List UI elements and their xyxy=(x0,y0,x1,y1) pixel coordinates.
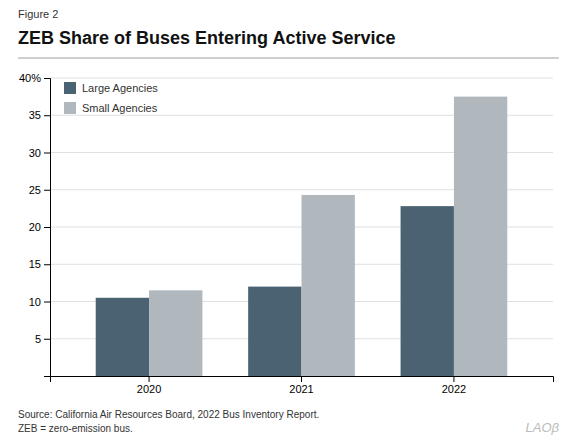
x-tick-mark xyxy=(453,376,454,382)
y-tick: 25 xyxy=(29,184,50,196)
y-tick: 15 xyxy=(29,258,50,270)
source-text: Source: California Air Resources Board, … xyxy=(18,409,319,420)
y-axis-line xyxy=(44,79,51,377)
x-axis-line xyxy=(51,377,554,383)
source-note: ZEB = zero-emission bus. xyxy=(18,423,133,434)
legend-item: Large Agencies xyxy=(64,82,158,94)
y-tick: 30 xyxy=(29,147,50,159)
bar xyxy=(302,195,355,376)
legend-label: Small Agencies xyxy=(82,102,158,114)
legend-swatch xyxy=(64,82,76,94)
grid-line xyxy=(50,78,553,79)
x-tick-label: 2022 xyxy=(442,383,466,395)
x-tick-label: 2020 xyxy=(137,383,161,395)
x-tick: 2022 xyxy=(442,376,466,395)
title: ZEB Share of Buses Entering Active Servi… xyxy=(18,28,395,48)
y-tick-mark xyxy=(44,78,50,79)
chart: Figure 2 ZEB Share of Buses Entering Acti… xyxy=(0,0,577,448)
y-tick-label: 30 xyxy=(29,147,41,159)
y-tick: 5 xyxy=(35,333,50,345)
y-tick-mark xyxy=(44,227,50,228)
y-tick-mark xyxy=(44,302,50,303)
y-tick-label: 15 xyxy=(29,258,41,270)
legend-label: Large Agencies xyxy=(82,82,158,94)
bar-series xyxy=(96,206,454,376)
y-tick: 10 xyxy=(29,296,50,308)
x-tick: 2020 xyxy=(137,376,161,395)
bar xyxy=(149,290,202,376)
y-tick-label: 35 xyxy=(29,109,41,121)
bar-series xyxy=(149,97,507,376)
y-tick-mark xyxy=(44,339,50,340)
y-tick-mark xyxy=(44,153,50,154)
bar xyxy=(248,287,301,376)
y-tick: 35 xyxy=(29,109,50,121)
y-tick-label: 20 xyxy=(29,221,41,233)
bars xyxy=(96,97,508,376)
logo-text: LAOβ xyxy=(526,420,560,435)
y-tick-label: 5 xyxy=(35,333,41,345)
x-tick-mark xyxy=(301,376,302,382)
bar xyxy=(96,298,149,376)
y-tick-label: 40% xyxy=(19,72,41,84)
y-tick-mark xyxy=(44,190,50,191)
x-tick-label: 2021 xyxy=(289,383,313,395)
legend-swatch xyxy=(64,102,76,114)
y-axis: 5 10 15 20 25 30 35 40% xyxy=(19,72,51,376)
y-tick: 20 xyxy=(29,221,50,233)
y-tick-label: 10 xyxy=(29,296,41,308)
y-tick-mark xyxy=(44,115,50,116)
y-tick-label: 25 xyxy=(29,184,41,196)
plot: 5 10 15 20 25 30 35 40% 2020 2021 2022 Large Agenci… xyxy=(19,72,554,395)
x-tick-mark xyxy=(149,376,150,382)
x-tick: 2021 xyxy=(289,376,313,395)
legend: Large Agencies Small Agencies xyxy=(64,82,158,114)
bar xyxy=(401,206,454,376)
bar xyxy=(454,97,507,376)
legend-item: Small Agencies xyxy=(64,102,158,114)
y-tick-mark xyxy=(44,264,50,265)
y-tick: 40% xyxy=(19,72,50,84)
figure-label: Figure 2 xyxy=(18,8,58,20)
x-axis: 2020 2021 2022 xyxy=(51,376,554,395)
title-rule xyxy=(18,58,559,59)
